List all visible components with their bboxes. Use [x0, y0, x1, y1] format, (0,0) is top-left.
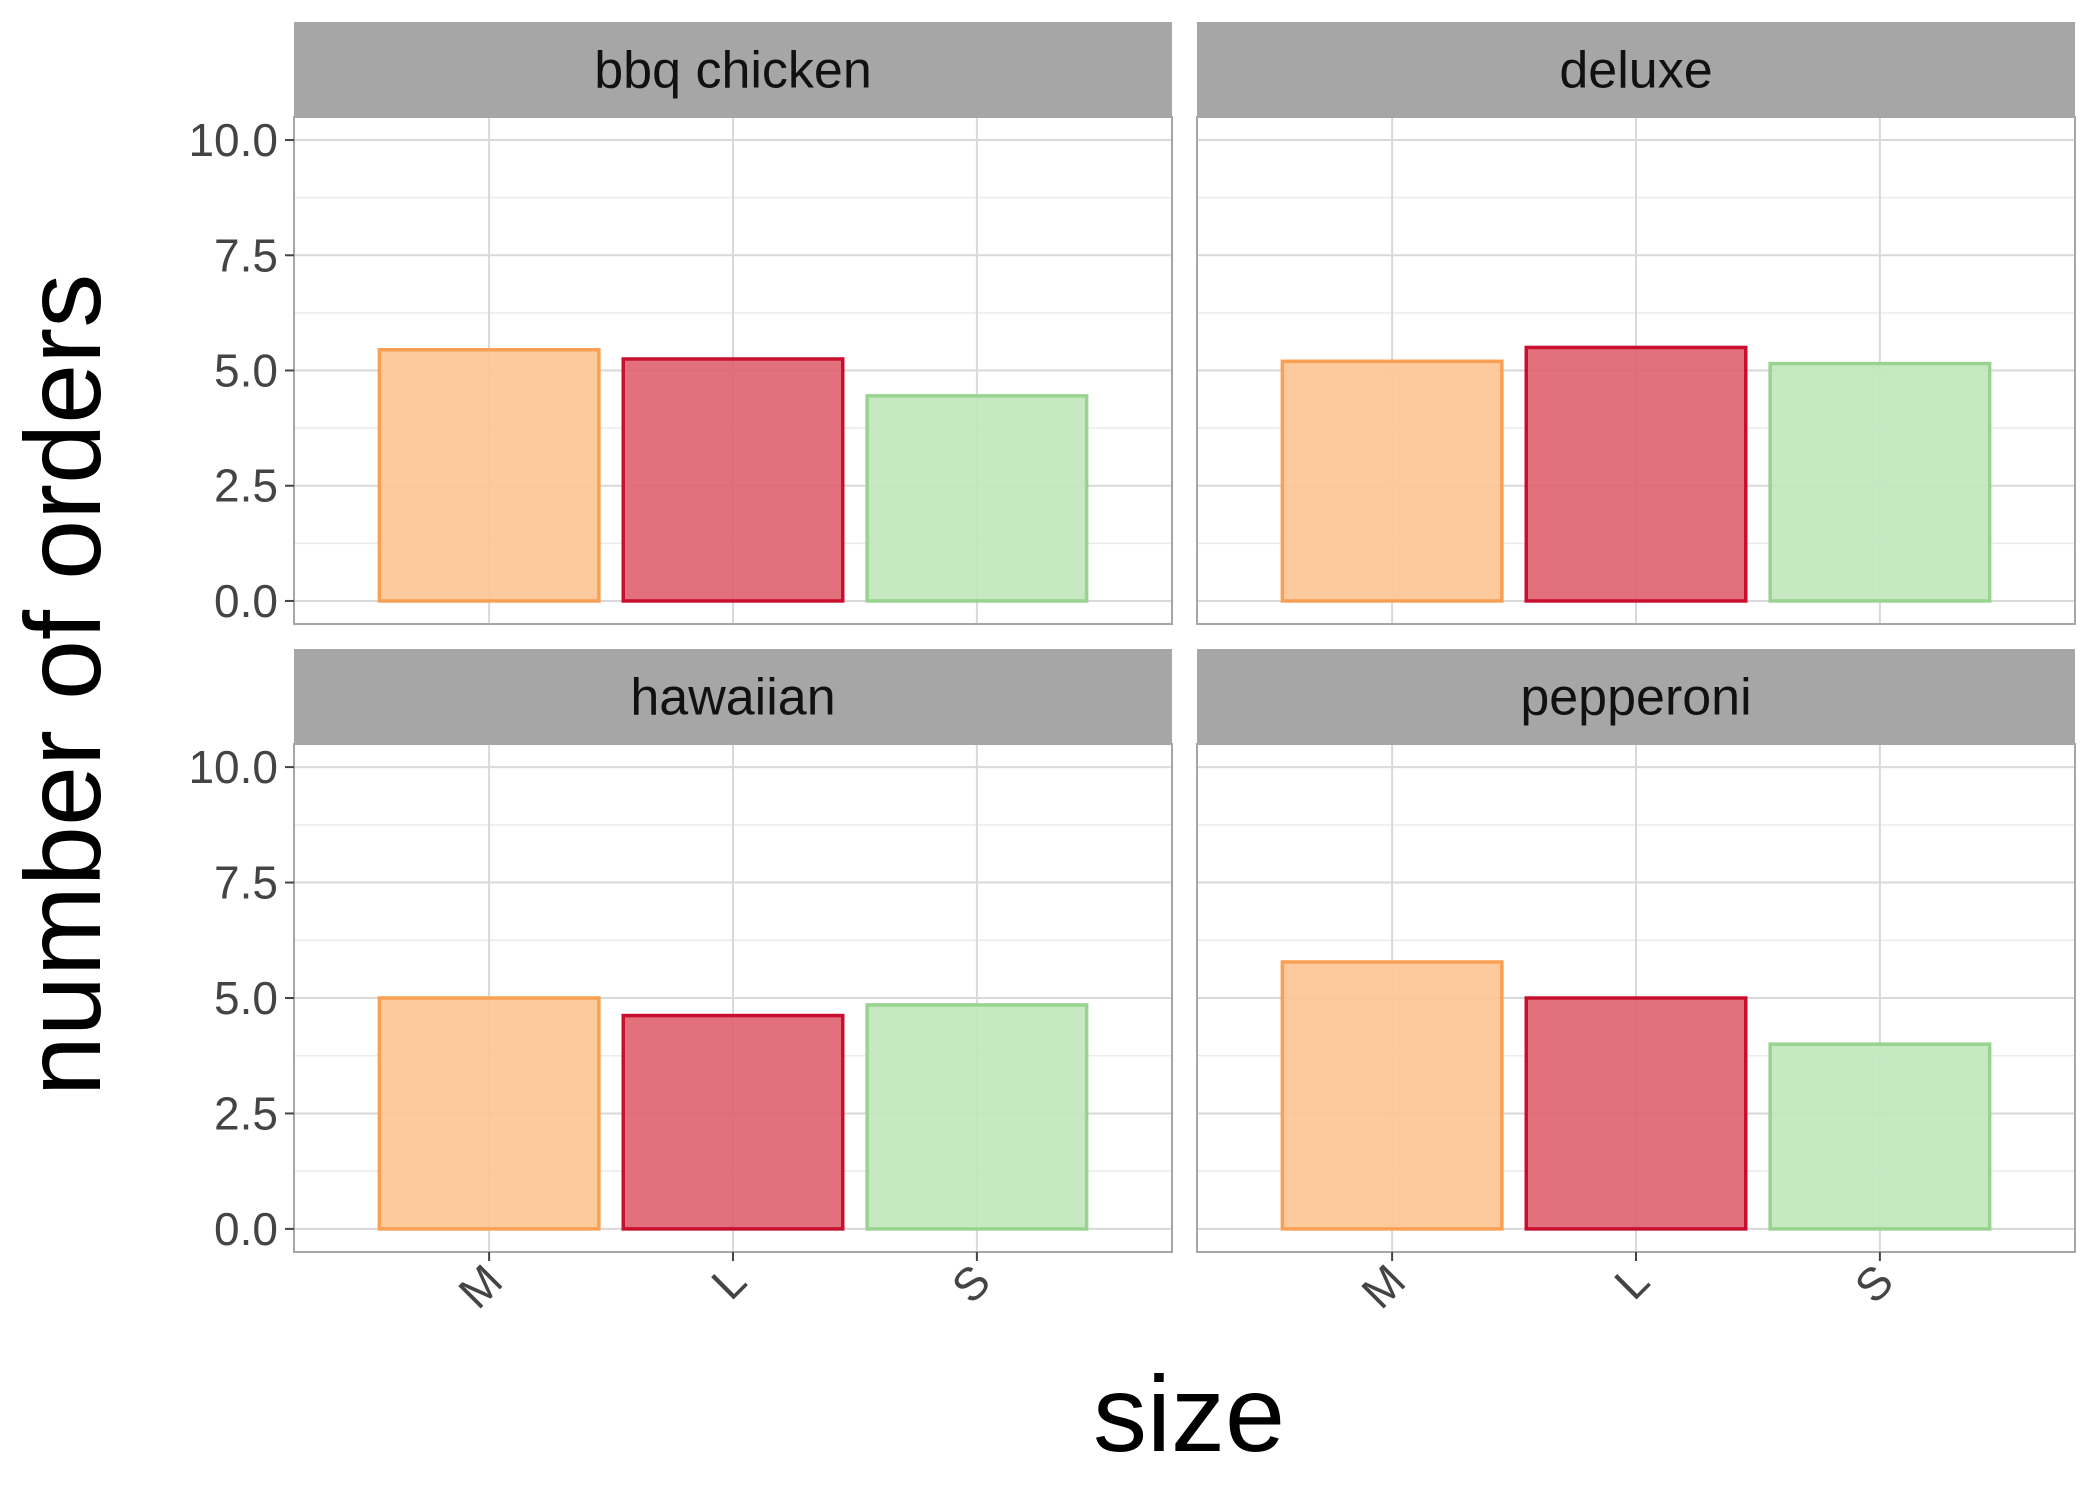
strip-label-bbq-chicken: bbq chicken [594, 42, 872, 100]
x-tick-label-M: M [1351, 1254, 1415, 1318]
strip-label-pepperoni: pepperoni [1520, 669, 1751, 727]
y-tick-label: 7.5 [214, 229, 278, 281]
strip-label-hawaiian: hawaiian [630, 669, 835, 727]
x-axis-title: size [1093, 1353, 1285, 1474]
y-tick-label: 2.5 [214, 460, 278, 512]
facet-panels: bbq chicken 0.0 2.5 5.0 7.5 10.0 deluxe hawaiia… [188, 22, 2076, 1318]
x-tick-label-L: L [701, 1254, 756, 1309]
y-tick-label: 0.0 [214, 575, 278, 627]
y-tick-label: 5.0 [214, 972, 278, 1024]
bar-pepperoni-M [1280, 960, 1504, 1231]
panel-hawaiian: hawaiian 0.0 2.5 5.0 7.5 10.0 M L S [188, 649, 1173, 1318]
bar-bbq-chicken-L [621, 357, 845, 603]
bar-pepperoni-L [1524, 996, 1748, 1231]
panel-deluxe: deluxe [1196, 22, 2076, 625]
y-tick-label: 7.5 [214, 857, 278, 909]
bar-deluxe-L [1524, 345, 1748, 603]
x-tick-label-S: S [1844, 1254, 1902, 1312]
bar-pepperoni-S [1768, 1042, 1992, 1231]
bar-bbq-chicken-S [865, 394, 1089, 603]
y-tick-label: 5.0 [214, 345, 278, 397]
x-tick-label-L: L [1604, 1254, 1659, 1309]
y-tick-label: 10.0 [188, 114, 278, 166]
strip-bbq-chicken [294, 22, 1172, 117]
bar-hawaiian-L [621, 1013, 845, 1231]
y-tick-label: 2.5 [214, 1087, 278, 1139]
bar-deluxe-S [1768, 361, 1992, 603]
y-tick-label: 10.0 [188, 741, 278, 793]
bar-deluxe-M [1280, 359, 1504, 603]
strip-label-deluxe: deluxe [1559, 42, 1712, 100]
panel-bbq-chicken: bbq chicken 0.0 2.5 5.0 7.5 10.0 [188, 22, 1173, 627]
strip-pepperoni [1197, 649, 2075, 744]
bar-hawaiian-S [865, 1003, 1089, 1231]
bar-hawaiian-M [377, 996, 601, 1231]
panel-border [1196, 116, 2076, 625]
strip-deluxe [1197, 22, 2075, 117]
y-tick-label: 0.0 [214, 1203, 278, 1255]
strip-hawaiian [294, 649, 1172, 744]
y-axis-title: number of orders [2, 274, 123, 1096]
panel-pepperoni: pepperoni M L S [1196, 649, 2076, 1318]
bar-bbq-chicken-M [377, 348, 601, 603]
x-tick-label-S: S [941, 1254, 999, 1312]
x-tick-label-M: M [448, 1254, 512, 1318]
